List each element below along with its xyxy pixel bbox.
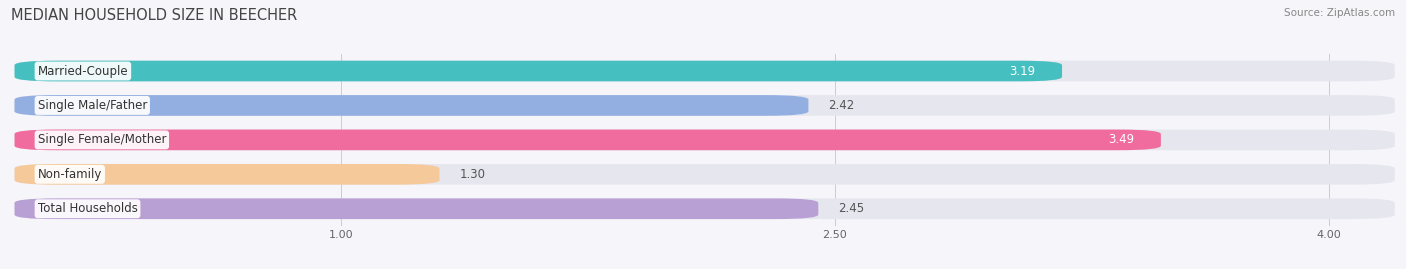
Text: Non-family: Non-family	[38, 168, 103, 181]
FancyBboxPatch shape	[14, 61, 1395, 81]
Text: 3.49: 3.49	[1108, 133, 1135, 146]
FancyBboxPatch shape	[14, 95, 1395, 116]
Text: Single Male/Father: Single Male/Father	[38, 99, 148, 112]
Text: 2.45: 2.45	[838, 202, 865, 215]
Text: 3.19: 3.19	[1010, 65, 1036, 77]
FancyBboxPatch shape	[14, 130, 1395, 150]
FancyBboxPatch shape	[14, 199, 1395, 219]
FancyBboxPatch shape	[14, 61, 1062, 81]
FancyBboxPatch shape	[14, 164, 440, 185]
FancyBboxPatch shape	[14, 130, 1161, 150]
FancyBboxPatch shape	[14, 95, 808, 116]
Text: MEDIAN HOUSEHOLD SIZE IN BEECHER: MEDIAN HOUSEHOLD SIZE IN BEECHER	[11, 8, 298, 23]
Text: Source: ZipAtlas.com: Source: ZipAtlas.com	[1284, 8, 1395, 18]
Text: Total Households: Total Households	[38, 202, 138, 215]
Text: 2.42: 2.42	[828, 99, 855, 112]
Text: 1.30: 1.30	[460, 168, 485, 181]
FancyBboxPatch shape	[14, 164, 1395, 185]
Text: Married-Couple: Married-Couple	[38, 65, 128, 77]
FancyBboxPatch shape	[14, 199, 818, 219]
Text: Single Female/Mother: Single Female/Mother	[38, 133, 166, 146]
